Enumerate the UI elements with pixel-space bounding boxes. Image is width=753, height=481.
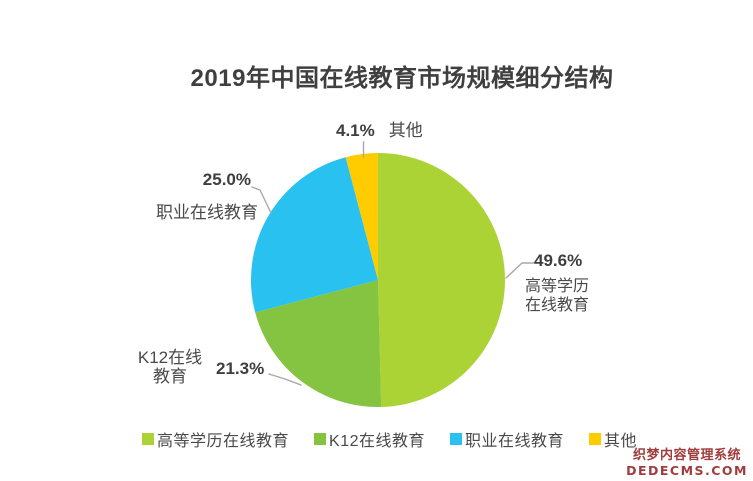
legend: 高等学历在线教育 K12在线教育 职业在线教育 其他 <box>142 427 637 451</box>
legend-swatch-k12 <box>314 433 327 445</box>
callout-higher-ed-label-line2: 在线教育 <box>525 297 590 314</box>
pie-slice-2 <box>255 280 382 408</box>
callout-other-percent: 4.1% <box>336 121 375 140</box>
callout-k12-label-line2: 教育 <box>153 367 187 386</box>
legend-label-other: 其他 <box>604 433 638 450</box>
chart-title: 2019年中国在线教育市场规模细分结构 <box>190 65 614 92</box>
callout-higher-ed-label: 高等学历 在线教育 <box>525 277 589 315</box>
callout-higher-ed-label-line1: 高等学历 <box>525 278 590 295</box>
callout-k12-percent: 21.3% <box>216 359 265 378</box>
legend-label-vocational: 职业在线教育 <box>465 433 565 450</box>
pie-slice-1 <box>378 153 506 407</box>
callout-vocational-percent: 25.0% <box>202 170 251 189</box>
pie-slice-3 <box>250 157 378 313</box>
legend-swatch-vocational <box>450 433 462 445</box>
callout-vocational-label: 职业在线教育 <box>156 203 258 222</box>
callout-other: 4.1% 其他 <box>336 116 423 141</box>
legend-item-k12: K12在线教育 <box>314 427 425 451</box>
callout-other-label: 其他 <box>388 121 423 140</box>
callout-k12-label-line1: K12在线 <box>137 348 203 367</box>
pie-slices <box>250 153 506 408</box>
leader-line-vocational <box>251 186 272 214</box>
legend-item-higher-ed: 高等学历在线教育 <box>142 427 289 451</box>
pie-slice-4 <box>345 153 378 280</box>
watermark-line1: 织梦内容管理系统 <box>633 447 742 462</box>
legend-swatch-other <box>589 433 602 445</box>
callout-k12-label: K12在线 教育 <box>128 348 212 386</box>
legend-item-vocational: 职业在线教育 <box>450 427 564 451</box>
leader-line-higher-ed <box>505 262 535 279</box>
leader-line-k12 <box>268 373 302 386</box>
legend-swatch-higher-ed <box>142 433 154 445</box>
watermark: 织梦内容管理系统 DEDECMS.COM <box>626 444 748 478</box>
callout-higher-ed-percent: 49.6% <box>534 251 583 270</box>
legend-item-other: 其他 <box>589 427 637 451</box>
legend-label-k12: K12在线教育 <box>329 433 425 450</box>
watermark-line2: DEDECMS.COM <box>626 463 748 478</box>
legend-label-higher-ed: 高等学历在线教育 <box>157 433 290 450</box>
leader-lines <box>251 141 535 386</box>
